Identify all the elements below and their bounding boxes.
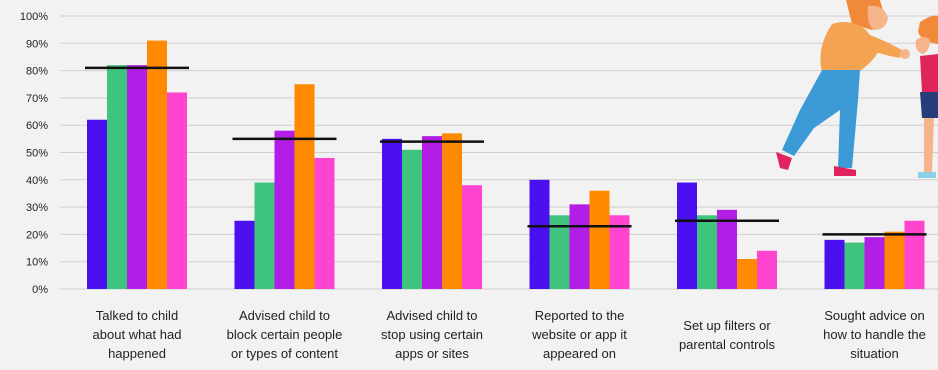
bar [254, 182, 275, 289]
category-label-line: how to handle the [823, 327, 926, 342]
bar [884, 231, 905, 289]
y-tick-label: 40% [26, 175, 48, 187]
category-label-line: website or app it [531, 327, 627, 342]
y-tick-label: 80% [26, 66, 48, 78]
y-tick-label: 50% [26, 148, 48, 160]
child-shorts-icon [920, 92, 938, 118]
adult-shoe-right-icon [834, 166, 856, 176]
bar [737, 258, 757, 289]
bar [697, 215, 717, 289]
bar [589, 190, 610, 289]
category-label: Advised child to stop using certain apps o… [381, 308, 483, 361]
bar [609, 215, 630, 289]
y-tick-label: 90% [26, 38, 48, 50]
bar [529, 179, 550, 289]
gridlines [60, 15, 938, 290]
child-top-icon [920, 54, 938, 92]
bar [757, 250, 777, 289]
category-label: Set up filters or parental controls [679, 318, 776, 352]
bar [569, 204, 590, 289]
category-label-line: Reported to the [535, 308, 625, 323]
bar [127, 65, 147, 289]
bar [677, 182, 697, 289]
bar [549, 215, 570, 289]
bar [904, 220, 925, 289]
category-label-line: appeared on [543, 346, 616, 361]
child-face-icon [915, 37, 930, 54]
bar [107, 65, 127, 289]
category-label-line: about what had [93, 327, 182, 342]
category-label-line: Advised child to [239, 308, 330, 323]
bar [422, 136, 442, 289]
category-label-line: stop using certain [381, 327, 483, 342]
category-label-line: happened [108, 346, 166, 361]
y-tick-label: 70% [26, 93, 48, 105]
y-tick-label: 100% [20, 11, 48, 23]
category-label-line: block certain people [227, 327, 343, 342]
bar [824, 239, 845, 289]
category-label-line: Talked to child [96, 308, 178, 323]
bar [294, 84, 315, 289]
category-label: Advised child to block certain people or t… [227, 308, 343, 361]
y-tick-label: 10% [26, 257, 48, 269]
bar [167, 92, 187, 289]
category-label-line: Sought advice on [824, 308, 924, 323]
adult-shoe-left-icon [776, 152, 792, 170]
category-label: Talked to child about what had happened [93, 308, 182, 361]
bar [234, 220, 255, 289]
y-tick-label: 30% [26, 202, 48, 214]
adult-arm-icon [858, 32, 902, 58]
bars [87, 40, 925, 290]
bar [87, 119, 107, 290]
bar [382, 138, 402, 289]
adult-jeans-icon [782, 70, 860, 168]
adult-hand-icon [900, 49, 910, 59]
category-label: Sought advice on how to handle the situati… [823, 308, 926, 361]
bar [717, 209, 737, 289]
bar [274, 130, 295, 289]
bar [462, 185, 482, 289]
y-tick-label: 20% [26, 229, 48, 241]
category-label-line: apps or sites [395, 346, 469, 361]
child-shoe-icon [918, 172, 936, 178]
category-label-line: parental controls [679, 337, 776, 352]
y-tick-label: 60% [26, 120, 48, 132]
bar [442, 133, 462, 289]
child-leg-icon [924, 118, 934, 172]
category-label: Reported to the website or app it appeared… [531, 308, 627, 361]
category-label-line: Advised child to [386, 308, 477, 323]
parent-and-child-illustration [776, 0, 938, 178]
y-axis-tick-labels: 100% 90% 80% 70% 60% 50% 40% 30% 20% 10% 0% [20, 11, 48, 296]
bar [402, 149, 422, 289]
bar [314, 157, 335, 289]
bar [844, 242, 865, 289]
child-hair-icon [918, 15, 938, 44]
category-label-line: or types of content [231, 346, 338, 361]
category-labels: Talked to child about what had happened Adv… [93, 308, 926, 361]
bar [147, 40, 167, 289]
adult-head-icon [867, 5, 888, 30]
category-label-line: situation [850, 346, 898, 361]
average-lines [85, 66, 927, 236]
y-tick-label: 0% [32, 284, 48, 296]
category-label-line: Set up filters or [683, 318, 771, 333]
bar [864, 237, 885, 289]
